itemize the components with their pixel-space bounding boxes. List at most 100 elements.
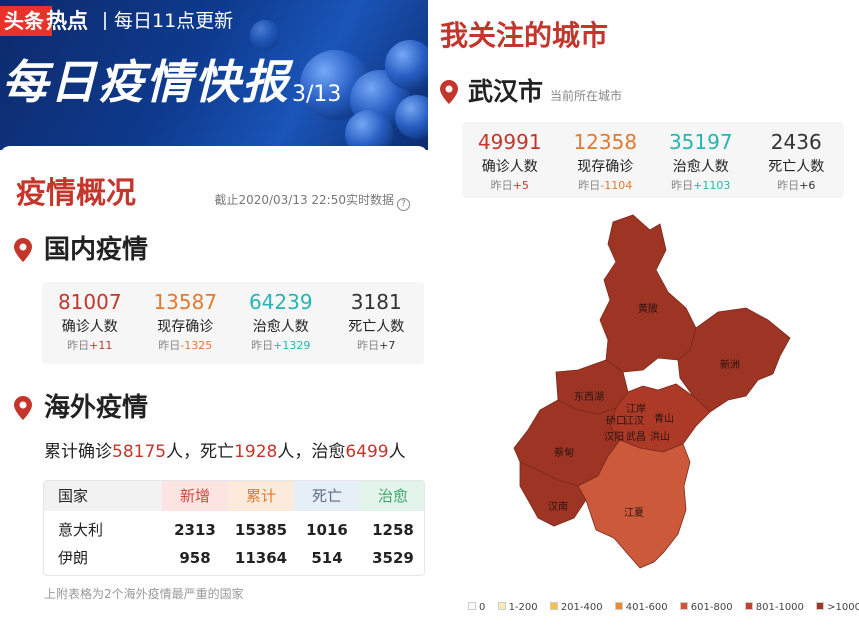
stat-delta: +6 (799, 179, 816, 192)
right-panel: 我关注的城市 武汉市 当前所在城市 49991 确诊人数 昨日+5 12358 … (428, 0, 859, 644)
legend-swatch (549, 602, 558, 610)
district-label: 汉阳 (604, 431, 624, 443)
stat-delta: +1329 (273, 339, 311, 352)
overseas-title: 海外疫情 (44, 393, 149, 423)
header-deaths: 死亡 (294, 481, 360, 511)
stat-value: 35197 (668, 130, 733, 154)
legend-swatch (468, 602, 476, 610)
cell-deaths: 1016 (306, 521, 348, 539)
table-header: 国家 新增 累计 死亡 治愈 (44, 481, 424, 511)
bubble-decoration (395, 95, 428, 139)
district-hannan[interactable] (519, 461, 587, 527)
stat-value: 12358 (573, 130, 638, 154)
legend-item[interactable]: >1000 (816, 602, 859, 613)
city-section-title: 我关注的城市 (440, 19, 609, 52)
brand-logo: 头条 (0, 6, 52, 36)
help-icon[interactable]: ? (397, 198, 410, 211)
legend-swatch (679, 602, 688, 610)
legend-label: 801-1000 (755, 602, 804, 613)
district-label: 江汉 (624, 415, 644, 427)
stat-yesterday: 昨日+7 (329, 338, 425, 354)
stat-value: 49991 (477, 130, 542, 154)
district-jiangxia[interactable] (577, 439, 691, 569)
district-label: 汉南 (548, 500, 568, 513)
yesterday-prefix: 昨日 (578, 179, 601, 192)
header-total: 累计 (228, 481, 294, 511)
brand-separator (104, 12, 106, 30)
banner: 头条 热点 每日11点更新 每日疫情快报 3/13 (0, 0, 428, 150)
legend-item[interactable]: 201-400 (549, 602, 603, 613)
stat-confirmed[interactable]: 81007 确诊人数 昨日+11 (42, 282, 138, 354)
legend-swatch (614, 602, 623, 610)
banner-title: 每日疫情快报 (2, 55, 290, 109)
legend-item[interactable]: 401-600 (614, 602, 668, 613)
banner-date: 3/13 (292, 82, 342, 107)
stat-value: 81007 (57, 290, 122, 314)
legend-item[interactable]: 0 (468, 602, 485, 613)
city-name: 武汉市 (468, 77, 544, 106)
stat-value: 13587 (153, 290, 218, 314)
stat-existing[interactable]: 12358 现存确诊 昨日-1104 (558, 122, 654, 194)
stat-label: 确诊人数 (61, 319, 118, 335)
stat-cured[interactable]: 35197 治愈人数 昨日+1103 (653, 122, 749, 194)
stat-deaths[interactable]: 2436 死亡人数 昨日+6 (749, 122, 845, 194)
legend-item[interactable]: 801-1000 (744, 602, 804, 613)
yesterday-prefix: 昨日 (67, 339, 90, 352)
stat-delta: -1325 (180, 339, 213, 352)
overview-timestamp: 截止2020/03/13 22:50实时数据? (214, 192, 410, 211)
overseas-confirmed: 58175 (112, 442, 167, 462)
wuhan-district-map: 黄陂 新洲 东西湖 江岸 硚口 江汉 青山 汉阳 武昌 洪山 蔡甸 汉南 江夏 (513, 214, 791, 569)
stat-label: 确诊人数 (481, 159, 538, 175)
overseas-summary: 累计确诊58175人，死亡1928人，治愈6499人 (44, 440, 406, 464)
cell-total: 11364 (234, 549, 288, 567)
stat-yesterday: 昨日+6 (749, 178, 845, 194)
stat-value: 64239 (248, 290, 313, 314)
stat-yesterday: 昨日+11 (42, 338, 138, 354)
stat-value: 2436 (770, 130, 822, 154)
yesterday-prefix: 昨日 (671, 179, 694, 192)
legend-swatch (744, 602, 753, 610)
stat-existing[interactable]: 13587 现存确诊 昨日-1325 (138, 282, 234, 354)
stat-value: 3181 (350, 290, 402, 314)
cell-deaths: 514 (311, 549, 343, 567)
legend-item[interactable]: 1-200 (497, 602, 538, 613)
yesterday-prefix: 昨日 (251, 339, 274, 352)
district-huangpi[interactable] (599, 214, 697, 373)
yesterday-prefix: 昨日 (357, 339, 380, 352)
district-label: 江夏 (624, 507, 644, 519)
district-label: 洪山 (650, 431, 670, 443)
overseas-cured: 6499 (345, 442, 389, 462)
stat-deaths[interactable]: 3181 死亡人数 昨日+7 (329, 282, 425, 354)
summary-text: 人，死亡 (166, 442, 235, 462)
table-row[interactable]: 意大利 2313 15385 1016 1258 (44, 515, 424, 545)
summary-text: 人 (388, 442, 406, 462)
stat-cured[interactable]: 64239 治愈人数 昨日+1329 (233, 282, 329, 354)
stat-yesterday: 昨日+5 (462, 178, 558, 194)
table-row[interactable]: 伊朗 958 11364 514 3529 (44, 543, 424, 573)
legend-label: >1000 (827, 602, 859, 613)
stat-confirmed[interactable]: 49991 确诊人数 昨日+5 (462, 122, 558, 194)
stat-delta: -1104 (600, 179, 633, 192)
country-name: 意大利 (58, 521, 104, 539)
bubble-decoration (385, 40, 428, 90)
cell-total: 15385 (234, 521, 288, 539)
district-xinzhou[interactable] (677, 307, 791, 413)
cell-new: 958 (179, 549, 211, 567)
location-pin-icon (14, 238, 32, 262)
cell-cured: 1258 (372, 521, 414, 539)
legend-item[interactable]: 601-800 (679, 602, 733, 613)
domestic-stats: 81007 确诊人数 昨日+11 13587 现存确诊 昨日-1325 6423… (42, 282, 424, 364)
stat-delta: +1103 (693, 179, 731, 192)
overseas-table: 国家 新增 累计 死亡 治愈 意大利 2313 15385 1016 1258 … (43, 480, 425, 576)
stat-delta: +7 (379, 339, 396, 352)
stat-yesterday: 昨日-1104 (558, 178, 654, 194)
district-label: 黄陂 (638, 302, 658, 315)
overseas-deaths: 1928 (234, 442, 278, 462)
summary-text: 人，治愈 (277, 442, 346, 462)
district-label: 青山 (654, 412, 674, 425)
stat-label: 治愈人数 (252, 319, 309, 335)
header-cured: 治愈 (360, 481, 424, 511)
bubble-decoration (345, 110, 393, 150)
overview-card: 疫情概况 截止2020/03/13 22:50实时数据? 国内疫情 81007 … (0, 146, 428, 644)
legend-swatch (497, 602, 506, 610)
